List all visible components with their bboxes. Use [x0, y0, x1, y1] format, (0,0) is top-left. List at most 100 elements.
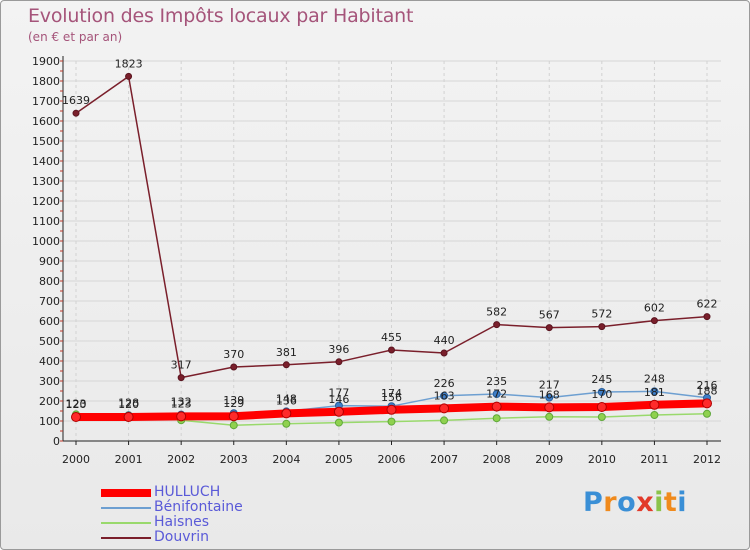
y-tick-label: 400	[39, 355, 60, 368]
data-label-douvrin: 370	[223, 348, 244, 361]
legend-label: Bénifontaine	[154, 499, 243, 515]
data-label-bénifontaine: 177	[328, 387, 349, 400]
data-label-hulluch: 129	[223, 397, 244, 410]
data-label-douvrin: 572	[591, 308, 612, 321]
x-tick-label: 2012	[693, 453, 721, 466]
data-label-douvrin: 1823	[115, 57, 143, 70]
data-point-haisnes	[334, 418, 343, 427]
y-tick-label: 300	[39, 375, 60, 388]
legend-label: Douvrin	[154, 529, 210, 545]
data-point-douvrin	[282, 361, 290, 369]
logo-letter: o	[617, 487, 637, 518]
data-label-douvrin: 567	[539, 309, 560, 322]
x-tick-label: 2009	[535, 453, 563, 466]
data-point-douvrin	[703, 313, 711, 321]
logo-letter: P	[583, 487, 604, 518]
data-point-douvrin	[72, 109, 80, 117]
data-point-douvrin	[177, 374, 185, 382]
data-point-douvrin	[493, 321, 501, 329]
y-tick-label: 100	[39, 415, 60, 428]
data-point-hulluch	[123, 412, 134, 422]
data-label-bénifontaine: 226	[434, 377, 455, 390]
y-tick-label: 700	[39, 295, 60, 308]
chart-subtitle: (en € et par an)	[28, 30, 123, 44]
data-point-haisnes	[545, 412, 554, 421]
data-point-hulluch	[333, 406, 344, 417]
data-point-bénifontaine	[440, 391, 449, 400]
data-point-hulluch	[71, 412, 81, 422]
y-tick-label: 800	[39, 275, 60, 288]
x-tick-label: 2011	[640, 453, 668, 466]
data-point-hulluch	[649, 399, 660, 410]
logo-letter: i	[677, 487, 688, 518]
data-label-hulluch: 120	[66, 398, 87, 411]
data-point-haisnes	[440, 416, 449, 425]
logo-letter: r	[603, 487, 618, 518]
data-point-haisnes	[229, 421, 238, 430]
x-tick-label: 2005	[325, 453, 353, 466]
data-point-bénifontaine	[650, 387, 659, 396]
data-label-bénifontaine: 174	[381, 387, 402, 400]
data-point-hulluch	[491, 401, 502, 412]
data-point-douvrin	[335, 358, 343, 366]
data-label-hulluch: 163	[434, 389, 455, 402]
data-label-hulluch: 156	[381, 391, 402, 404]
y-tick-label: 600	[39, 315, 60, 328]
data-label-bénifontaine: 248	[644, 372, 665, 385]
y-tick-label: 1600	[32, 115, 60, 128]
data-point-haisnes	[650, 411, 659, 419]
x-tick-label: 2000	[62, 453, 90, 466]
data-label-hulluch: 170	[591, 388, 612, 401]
legend-label: Haisnes	[154, 514, 210, 530]
y-tick-label: 200	[39, 395, 60, 408]
y-tick-label: 1200	[32, 195, 60, 208]
data-label-hulluch: 168	[539, 388, 560, 401]
y-tick-label: 1400	[32, 155, 60, 168]
data-label-douvrin: 440	[434, 334, 455, 347]
data-label-douvrin: 622	[697, 298, 718, 311]
x-tick-label: 2008	[483, 453, 511, 466]
data-label-douvrin: 317	[171, 359, 192, 372]
data-point-hulluch	[281, 408, 292, 419]
y-tick-label: 1800	[32, 75, 60, 88]
y-tick-label: 1900	[32, 55, 60, 68]
data-point-hulluch	[176, 411, 187, 422]
x-tick-label: 2001	[115, 453, 143, 466]
data-point-douvrin	[230, 363, 238, 371]
x-tick-label: 2007	[430, 453, 458, 466]
y-tick-label: 1500	[32, 135, 60, 148]
x-tick-label: 2010	[588, 453, 616, 466]
data-point-hulluch	[596, 402, 607, 412]
data-label-douvrin: 1639	[62, 94, 90, 107]
data-label-douvrin: 455	[381, 331, 402, 344]
data-point-bénifontaine	[545, 393, 554, 402]
data-point-haisnes	[703, 409, 711, 418]
data-label-bénifontaine: 148	[276, 392, 297, 405]
y-tick-label: 1700	[32, 95, 60, 108]
data-label-bénifontaine: 123	[66, 397, 87, 410]
logo-letter: x	[636, 487, 655, 518]
data-point-bénifontaine	[492, 390, 501, 398]
x-tick-label: 2004	[272, 453, 300, 466]
data-point-haisnes	[282, 419, 291, 428]
data-label-bénifontaine: 245	[591, 373, 612, 386]
legend-swatch	[101, 489, 151, 497]
data-label-bénifontaine: 139	[223, 394, 244, 407]
legend-swatch	[101, 522, 151, 524]
data-point-haisnes	[387, 417, 396, 426]
data-label-bénifontaine: 132	[171, 396, 192, 409]
legend-swatch	[101, 537, 151, 539]
data-point-douvrin	[650, 317, 658, 325]
proxiti-logo: Proxiti	[583, 487, 687, 518]
data-point-douvrin	[598, 323, 606, 331]
data-point-hulluch	[386, 404, 397, 415]
data-label-bénifontaine: 128	[118, 396, 139, 409]
legend-swatch	[101, 507, 151, 509]
data-label-douvrin: 582	[486, 306, 507, 319]
data-label-hulluch: 188	[697, 384, 718, 397]
data-label-hulluch: 120	[118, 398, 139, 411]
legend-label: HULLUCH	[154, 484, 221, 500]
data-label-douvrin: 381	[276, 346, 297, 359]
